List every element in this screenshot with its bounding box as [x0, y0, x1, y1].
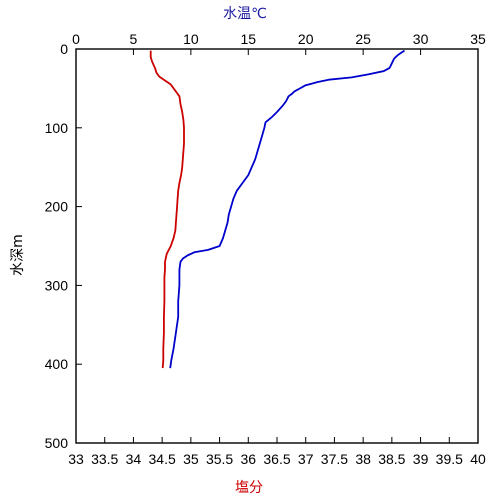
- bottom-axis-tick-label: 34.5: [149, 451, 176, 467]
- bottom-axis-tick-label: 39.5: [436, 451, 463, 467]
- y-axis-tick-label: 500: [45, 435, 69, 451]
- top-axis-tick-label: 30: [413, 31, 429, 47]
- bottom-axis-tick-label: 39: [413, 451, 429, 467]
- top-axis-tick-label: 35: [470, 31, 486, 47]
- bottom-axis-tick-label: 40: [470, 451, 486, 467]
- y-axis-tick-label: 100: [45, 120, 69, 136]
- y-axis-tick-label: 300: [45, 277, 69, 293]
- top-axis-title: 水温℃: [223, 6, 267, 22]
- top-axis-tick-label: 10: [183, 31, 199, 47]
- bottom-axis-tick-label: 33.5: [91, 451, 118, 467]
- top-axis-tick-label: 25: [355, 31, 371, 47]
- bottom-axis-tick-label: 38.5: [378, 451, 405, 467]
- bottom-axis-tick-label: 33: [68, 451, 84, 467]
- bottom-axis-tick-label: 34: [126, 451, 142, 467]
- bottom-axis-tick-label: 37.5: [321, 451, 348, 467]
- plot-area: [75, 48, 479, 444]
- bottom-axis-tick-label: 35: [183, 451, 199, 467]
- axis-ticks: 0 5 10 15 20 25 30 35 33 33.5 34 34.5 35 35.5 36 36.5 37…: [45, 31, 486, 467]
- y-axis-tick-label: 200: [45, 199, 69, 215]
- y-axis-tick-label: 400: [45, 356, 69, 372]
- top-axis-tick-label: 5: [130, 31, 138, 47]
- bottom-axis-tick-label: 38: [355, 451, 371, 467]
- bottom-axis-tick-label: 36: [240, 451, 256, 467]
- y-axis-tick-label: 0: [60, 41, 68, 57]
- temperature-profile-line: [169, 49, 405, 369]
- top-axis-tick-label: 0: [72, 31, 80, 47]
- series-layer: [149, 49, 405, 369]
- top-axis-tick-label: 15: [240, 31, 256, 47]
- y-axis-title: 水深m: [10, 234, 26, 276]
- bottom-axis-title: 塩分: [235, 480, 263, 496]
- bottom-axis-tick-label: 35.5: [206, 451, 233, 467]
- bottom-axis-tick-label: 37: [298, 451, 314, 467]
- salinity-profile-line: [149, 50, 185, 369]
- bottom-axis-tick-label: 36.5: [263, 451, 290, 467]
- top-axis-tick-label: 20: [298, 31, 314, 47]
